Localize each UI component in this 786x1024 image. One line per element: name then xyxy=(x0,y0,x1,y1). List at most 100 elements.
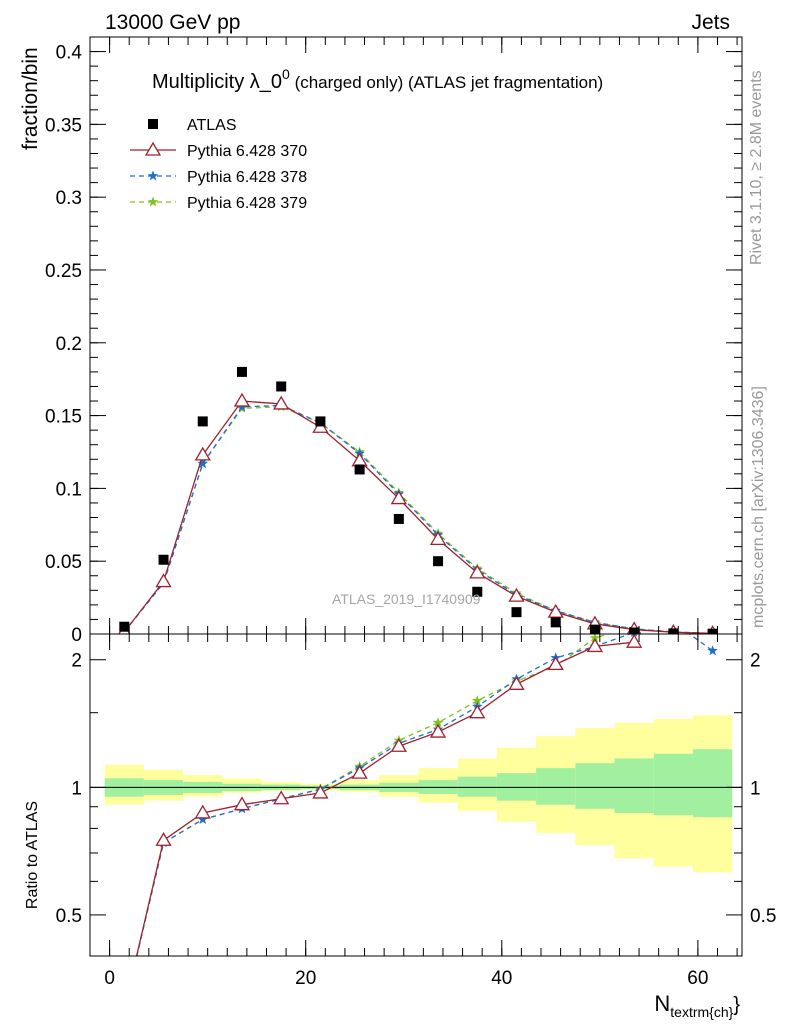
x-label-main: N xyxy=(654,991,670,1016)
atlas-data-point xyxy=(472,586,483,597)
legend-marker xyxy=(148,119,158,129)
analysis-watermark: ATLAS_2019_I1740909 xyxy=(332,591,481,607)
legend: ATLAS Pythia 6.428 370 Pythia 6.428 378 Pyt… xyxy=(130,117,307,212)
plot-title: Multiplicity λ_00 (charged only) (ATLAS … xyxy=(152,66,603,93)
inner-band-bin xyxy=(653,753,693,816)
top-y-tick-label: 0.2 xyxy=(56,334,82,355)
title-main: Multiplicity λ_0 xyxy=(152,71,282,93)
top-y-tick-label: 0.4 xyxy=(56,43,83,64)
top-y-tick-label: 0.1 xyxy=(56,479,82,500)
ratio-series-group xyxy=(117,606,718,1014)
series-point-1 xyxy=(273,395,290,410)
atlas-data-point xyxy=(707,628,718,634)
ratio-point-2 xyxy=(630,634,638,637)
legend-marker xyxy=(144,141,162,156)
ratio-point-2 xyxy=(707,645,718,656)
ratio-point-1 xyxy=(469,704,486,719)
ratio-point-3 xyxy=(119,1004,129,1014)
atlas-data-point xyxy=(236,366,247,377)
top-series-group xyxy=(118,366,718,634)
ratio-point-3 xyxy=(668,606,679,616)
top-y-tick-label: 0.3 xyxy=(56,188,82,209)
inner-band-bin xyxy=(575,763,615,809)
ratio-point-3 xyxy=(472,695,483,706)
atlas-data-point xyxy=(668,628,679,634)
ratio-point-1 xyxy=(273,790,290,805)
title-sup: 0 xyxy=(282,66,290,82)
atlas-data-point xyxy=(433,556,444,567)
ratio-point-1 xyxy=(117,1002,131,1014)
x-label-sub: textrm{ch} xyxy=(670,1004,733,1020)
x-axis-label: Ntextrm{ch}} xyxy=(654,991,740,1020)
atlas-data-point xyxy=(354,464,365,475)
x-label-tail: } xyxy=(733,994,740,1016)
title-rest: (charged only) (ATLAS jet fragmentation) xyxy=(290,73,603,92)
mcplots-label: mcplots.cern.ch [arXiv:1306.3436] xyxy=(750,386,767,628)
header-right: Jets xyxy=(691,11,730,34)
ratio-y-tick-label: 2 xyxy=(71,651,82,672)
inner-band-bin xyxy=(614,758,654,813)
atlas-data-point xyxy=(119,621,130,632)
ratio-point-1 xyxy=(508,676,525,690)
atlas-data-point xyxy=(550,617,561,628)
ratio-point-1 xyxy=(312,784,329,799)
ratio-point-1 xyxy=(547,656,564,671)
top-y-axis-label: fraction/bin xyxy=(19,47,42,150)
series-point-2 xyxy=(197,458,208,469)
legend-marker xyxy=(147,196,159,207)
ratio-point-1 xyxy=(429,723,447,738)
atlas-data-point xyxy=(197,416,208,427)
atlas-data-point xyxy=(589,624,600,634)
atlas-data-point xyxy=(393,513,404,524)
series-line-1 xyxy=(123,400,713,634)
top-y-tick-label: 0.25 xyxy=(45,261,82,282)
rivet-label: Rivet 3.1.10, ≥ 2.8M events xyxy=(748,70,765,265)
top-y-tick-label: 0.15 xyxy=(45,407,82,428)
ratio-y-axis-label: Ratio to ATLAS xyxy=(24,801,41,909)
x-tick-label: 20 xyxy=(295,968,316,989)
header-left: 13000 GeV pp xyxy=(105,11,240,34)
ratio-point-3 xyxy=(432,717,444,728)
ratio-y-tick-label-right: 0.5 xyxy=(750,906,776,927)
axes-group: 0 0.05 0.1 0.15 0.2 0.25 0.3 0.35 0.4 0.5 0.5 1 1 2 20… xyxy=(45,36,776,989)
ratio-point-1 xyxy=(194,804,211,819)
ratio-point-1 xyxy=(626,634,643,648)
ratio-y-tick-label-right: 1 xyxy=(750,778,761,799)
legend-label: Pythia 6.428 378 xyxy=(187,169,307,186)
inner-band-bin xyxy=(692,749,733,818)
ratio-point-2 xyxy=(197,813,208,824)
x-tick-label: 40 xyxy=(491,968,512,989)
top-y-tick-label: 0 xyxy=(71,625,82,646)
ratio-panel-frame xyxy=(89,633,743,957)
uncertainty-bands xyxy=(90,715,742,873)
ratio-point-1 xyxy=(233,796,251,811)
ratio-point-2 xyxy=(119,1004,129,1014)
legend-label: Pythia 6.428 370 xyxy=(187,143,307,160)
x-tick-label: 60 xyxy=(687,968,708,989)
ratio-point-1 xyxy=(351,764,368,779)
series-point-1 xyxy=(351,452,368,467)
inner-band-bin xyxy=(536,768,576,805)
series-line-2 xyxy=(123,404,713,634)
series-point-1 xyxy=(390,490,407,505)
ratio-point-1 xyxy=(586,638,604,653)
top-y-tick-label: 0.05 xyxy=(45,552,82,573)
inner-band-bin xyxy=(457,776,497,797)
atlas-data-point xyxy=(158,554,169,565)
ratio-y-tick-label: 1 xyxy=(71,778,82,799)
atlas-data-point xyxy=(276,381,287,392)
series-point-1 xyxy=(547,603,564,618)
ratio-line-2 xyxy=(136,634,713,956)
atlas-data-point xyxy=(511,607,522,618)
ratio-point-3 xyxy=(707,613,717,623)
x-tick-label: 0 xyxy=(104,968,115,989)
ratio-point-1 xyxy=(390,737,407,752)
series-point-1 xyxy=(469,564,486,579)
legend-label: ATLAS xyxy=(187,117,237,134)
top-y-tick-label: 0.35 xyxy=(45,115,82,136)
legend-marker xyxy=(147,170,159,181)
atlas-data-point xyxy=(315,416,326,427)
ratio-point-1 xyxy=(155,831,172,846)
series-point-1 xyxy=(155,573,172,588)
ratio-y-tick-label: 0.5 xyxy=(56,906,82,927)
